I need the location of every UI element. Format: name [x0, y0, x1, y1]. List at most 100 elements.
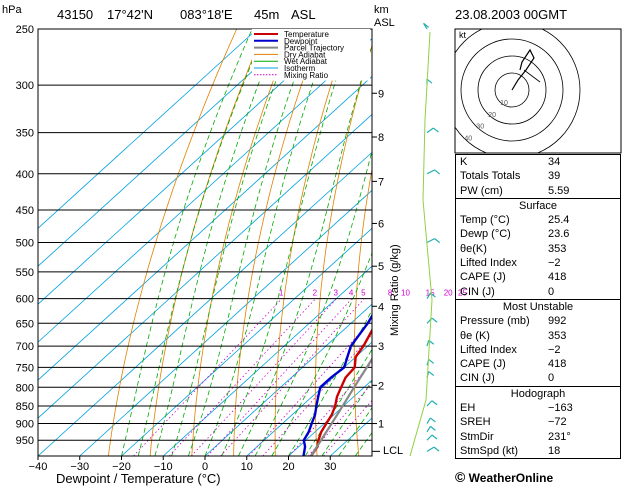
- hodograph-ring: [460, 38, 564, 142]
- pressure-tick-label: 450: [16, 205, 34, 217]
- temperature-tick-label: −10: [154, 461, 173, 473]
- hodograph-title: Hodograph: [510, 387, 566, 400]
- mixing-ratio-label: 20: [444, 289, 453, 298]
- mixing-ratio-label: 3: [334, 289, 339, 298]
- wet-adiabat-line: [321, 379, 372, 456]
- most-unstable-block: Most Unstable Pressure (mb) 992 θe (K) 353 L…: [455, 298, 621, 387]
- wind-barb: [426, 400, 433, 407]
- surface-row: Lifted Index −2: [456, 256, 620, 270]
- wind-barb: [426, 292, 431, 299]
- hpa-axis-title: hPa: [2, 4, 22, 16]
- most_unstable-value: 992: [548, 315, 567, 328]
- mixing-ratio-label: 25: [458, 289, 467, 298]
- hodograph-ring-label: 10: [500, 100, 508, 107]
- wet-adiabat-line: [187, 29, 314, 456]
- most_unstable-row: CIN (J) 0: [456, 371, 620, 385]
- wind-barb-flag: [431, 317, 438, 323]
- indices-block: K 34 Totals Totals 39 PW (cm) 5.59: [455, 154, 621, 199]
- mixing-ratio-label: 4: [349, 289, 354, 298]
- hodograph_block-row: StmSpd (kt) 18: [456, 444, 620, 458]
- wind-barbs: [409, 22, 441, 457]
- wind-barb: [426, 169, 435, 175]
- hodograph-ring-label: 40: [464, 136, 472, 143]
- legend-entry: Mixing Ratio: [284, 71, 329, 80]
- surface-block: Surface Temp (°C) 25.4 Dewp (°C) 23.6 θe(K) 3…: [455, 197, 621, 300]
- wind-barb-flag: [423, 22, 429, 28]
- height-km-tick-label: 8: [378, 132, 384, 144]
- hodograph-ring-label: 20: [488, 112, 496, 119]
- isotherm-line: [204, 303, 372, 456]
- isotherm-line: [162, 265, 372, 456]
- surface-label: θe(K): [460, 242, 487, 255]
- height-km-tick-label: 7: [378, 176, 384, 188]
- isotherm-line: [38, 29, 258, 229]
- wind-barb: [426, 238, 435, 244]
- surface-label: CIN (J): [460, 285, 495, 298]
- most_unstable-value: 353: [548, 329, 567, 342]
- surface-row: CIN (J) 0: [456, 285, 620, 299]
- dry-adiabat-line: [107, 29, 238, 456]
- temperature-tick-label: 10: [241, 461, 253, 473]
- mixing-ratio-label: 8: [388, 289, 393, 298]
- height-km-tick-label: 6: [378, 218, 384, 230]
- legend-entry: Dewpoint: [284, 37, 318, 46]
- hodograph-trace: [511, 48, 535, 91]
- dry-adiabat-line: [233, 29, 322, 456]
- hodograph_block-label: SREH: [460, 416, 491, 429]
- surface-value: 418: [548, 271, 567, 284]
- wet-adiabat-line: [121, 29, 253, 456]
- lcl-label: LCL: [383, 445, 403, 457]
- hodograph-ring: [477, 55, 547, 125]
- height-km-tick-label: 5: [378, 261, 384, 273]
- hodograph_block-label: StmDir: [460, 430, 494, 443]
- temperature-tick-label: 0: [202, 461, 208, 473]
- indices-label: K: [460, 156, 468, 168]
- mixing-ratio-line: [288, 361, 372, 456]
- most_unstable-row: CAPE (J) 418: [456, 357, 620, 371]
- height-km-tick-label: 2: [378, 380, 384, 392]
- temperature-tick-label: −20: [112, 461, 131, 473]
- wet-adiabat-line: [221, 29, 354, 456]
- mixing-ratio-label: 10: [401, 289, 410, 298]
- wind-barb-flag: [430, 417, 436, 423]
- brand-footer: © WeatherOnline: [455, 469, 553, 485]
- hodograph_block-row: SREH −72: [456, 415, 620, 429]
- wet-adiabat-line: [271, 251, 372, 456]
- pressure-tick-label: 600: [16, 294, 34, 306]
- surface-value: 353: [548, 242, 567, 255]
- wind-barb-flag: [430, 425, 436, 431]
- surface-value: 23.6: [548, 228, 570, 241]
- pressure-tick-label: 300: [16, 80, 34, 92]
- height-km-tick-label: 1: [378, 419, 384, 431]
- hodograph-ring: [455, 29, 581, 153]
- temperature-tick-label: 20: [282, 461, 294, 473]
- surface-label: CAPE (J): [460, 271, 506, 284]
- surface-label: Lifted Index: [460, 257, 517, 270]
- parcel-trajectory-line: [310, 356, 372, 456]
- legend-entry: Parcel Trajectory: [284, 44, 344, 53]
- dry-adiabat-line: [274, 29, 350, 456]
- wind-barb-flag: [426, 78, 433, 84]
- temperature-tick-label: 30: [324, 461, 336, 473]
- pressure-tick-label: 550: [16, 267, 34, 279]
- pressure-tick-labels: 250 300 350 400 450 500 550 600 650 700 750 800 850 9…: [16, 24, 34, 447]
- station-elevation-unit: ASL: [291, 7, 316, 22]
- most_unstable-value: 0: [548, 372, 555, 385]
- legend-entry: Temperature: [284, 30, 329, 39]
- wind-barb-flag: [431, 400, 438, 406]
- dry-adiabat-line: [149, 29, 266, 456]
- station-elevation: 45m: [254, 7, 279, 22]
- wet-adiabat-line: [154, 29, 281, 456]
- indices-label: Totals Totals: [460, 170, 521, 183]
- indices-row: K 34: [456, 155, 620, 169]
- wind-profile-line: [409, 31, 433, 457]
- hodograph_block-label: EH: [460, 402, 476, 415]
- surface-row: θe(K) 353: [456, 242, 620, 256]
- wind-barb: [426, 340, 430, 347]
- most-unstable-title: Most Unstable: [502, 300, 574, 313]
- station-lon: 083°18'E: [180, 7, 233, 22]
- pressure-tick-label: 950: [16, 435, 34, 447]
- indices-row: Totals Totals 39: [456, 169, 620, 183]
- surface-label: Temp (°C): [460, 214, 510, 227]
